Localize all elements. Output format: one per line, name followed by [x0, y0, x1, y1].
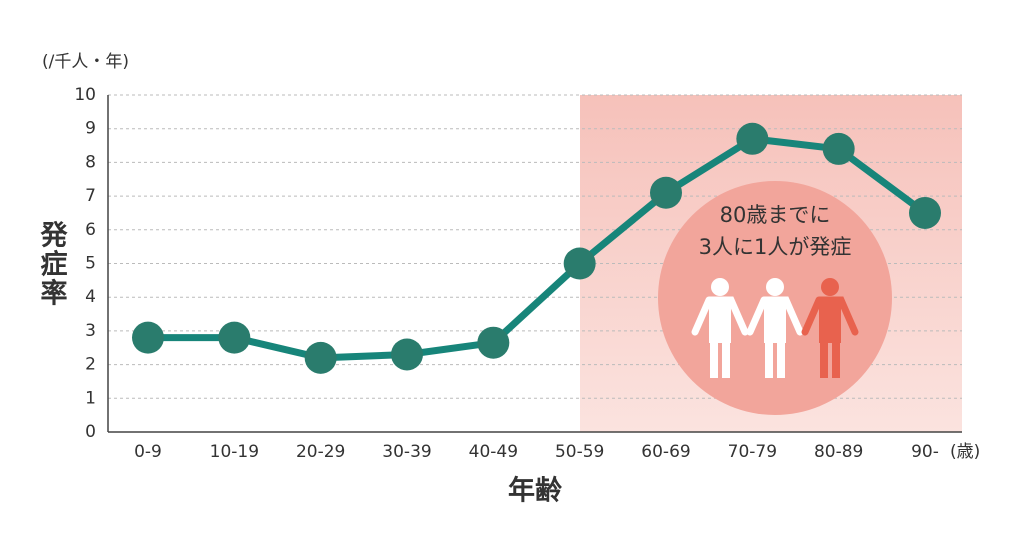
x-tick-label: 0-9: [134, 442, 162, 462]
y-tick-label: 3: [85, 321, 96, 341]
data-point: [822, 132, 855, 165]
person-icon: [691, 278, 749, 378]
callout-text: 80歳までに: [720, 203, 831, 227]
x-tick-label: 10-19: [210, 442, 259, 462]
x-unit-label: (歳): [950, 442, 980, 462]
data-line: [148, 135, 928, 362]
x-axis-label: 年齢: [508, 475, 562, 507]
data-point: [477, 326, 510, 359]
x-tick-label: 50-59: [555, 442, 604, 462]
x-tick-label: 80-89: [814, 442, 863, 462]
data-point: [650, 176, 682, 209]
person-icon: [801, 278, 859, 378]
data-point: [909, 196, 941, 229]
y-tick-label: 2: [85, 355, 96, 375]
data-point: [132, 321, 164, 354]
y-tick-label: 10: [74, 85, 96, 105]
y-tick-label: 8: [85, 152, 96, 172]
x-tick-label: 30-39: [382, 442, 431, 462]
y-tick-label: 0: [85, 422, 96, 442]
data-point: [304, 341, 337, 374]
unit-label: (/千人・年): [42, 52, 129, 72]
y-tick-label: 5: [85, 254, 96, 274]
data-point: [391, 338, 423, 371]
y-axis-label: 発症率: [36, 220, 69, 307]
data-point: [563, 247, 596, 280]
data-point: [736, 122, 769, 155]
person-icon: [746, 278, 804, 378]
callout-text: 3人に1人が発症: [699, 235, 852, 259]
data-point: [218, 321, 251, 354]
y-tick-label: 9: [85, 119, 96, 139]
y-tick-label: 6: [85, 220, 96, 240]
x-tick-label: 70-79: [728, 442, 777, 462]
x-tick-label: 90-: [911, 442, 939, 462]
x-tick-label: 60-69: [641, 442, 690, 462]
y-tick-label: 4: [85, 287, 96, 307]
x-tick-label: 40-49: [469, 442, 518, 462]
y-tick-label: 1: [85, 388, 96, 408]
y-tick-label: 7: [85, 186, 96, 206]
x-tick-label: 20-29: [296, 442, 345, 462]
